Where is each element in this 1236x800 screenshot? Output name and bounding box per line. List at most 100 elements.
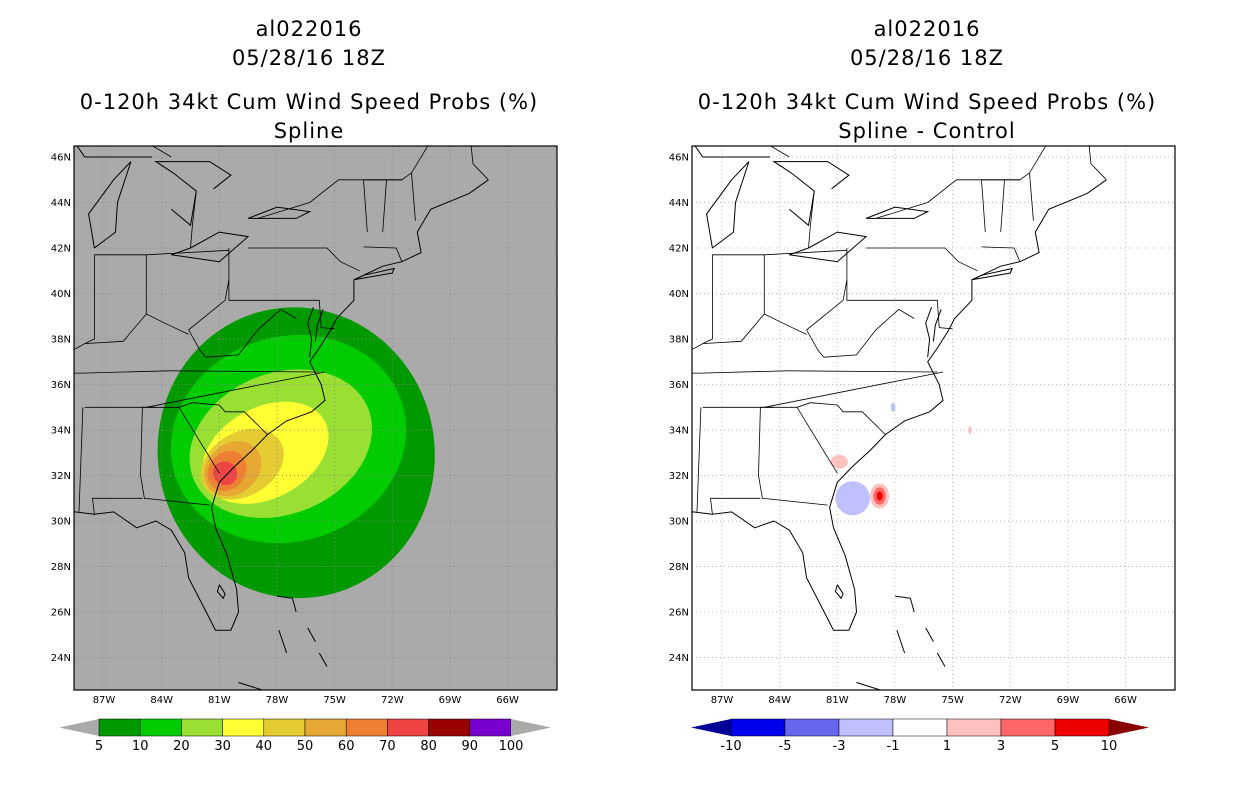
- state-border: [178, 407, 220, 474]
- colorbar-swatch: [784, 718, 840, 737]
- colorbar-swatch: [730, 718, 786, 737]
- lat-tick-label: 34N: [51, 426, 71, 437]
- colorbar-swatch: [345, 718, 388, 737]
- map-background: [692, 146, 1175, 690]
- lon-tick-label: 75W: [323, 695, 346, 706]
- lat-tick-label: 32N: [51, 471, 71, 482]
- state-border: [758, 407, 828, 506]
- state-border: [188, 279, 297, 358]
- coastline: [307, 307, 314, 358]
- lat-tick-label: 46N: [51, 153, 71, 164]
- coastline: [865, 206, 930, 219]
- state-border: [764, 249, 847, 256]
- coastline: [932, 309, 942, 342]
- state-border: [763, 254, 807, 335]
- coastline: [936, 652, 946, 667]
- subtitle: Spline: [273, 119, 345, 143]
- lat-tick-label: 42N: [669, 244, 689, 255]
- colorbar-label: -10: [720, 739, 741, 754]
- coastline: [216, 584, 226, 600]
- lat-tick-label: 46N: [669, 153, 689, 164]
- difference-contour-6: [890, 402, 896, 412]
- state-border: [84, 254, 95, 344]
- coastline: [353, 267, 396, 281]
- lat-tick-label: 34N: [669, 426, 689, 437]
- coastline: [925, 307, 932, 358]
- lat-tick-label: 40N: [669, 289, 689, 300]
- lon-tick-label: 69W: [1057, 695, 1080, 706]
- colorbar-swatch: [139, 718, 182, 737]
- lat-tick-label: 24N: [669, 653, 689, 664]
- lon-tick-label: 84W: [150, 695, 173, 706]
- colorbar-label: 80: [420, 739, 437, 754]
- lon-tick-label: 87W: [93, 695, 116, 706]
- colorbar-label: 5: [1051, 739, 1059, 754]
- state-border: [702, 254, 713, 344]
- state-border: [787, 370, 938, 373]
- state-border: [190, 191, 197, 249]
- lon-tick-label: 81W: [826, 695, 849, 706]
- lon-tick-label: 75W: [941, 695, 964, 706]
- state-border: [78, 407, 84, 512]
- coastline: [694, 146, 771, 158]
- lat-tick-label: 28N: [51, 562, 71, 573]
- colorbar-swatch: [304, 718, 347, 737]
- colorbar-label: 60: [338, 739, 355, 754]
- difference-map: 46N 44N 42N 40N 38N 36N 34N 32N 30N 28N 26N 24N 87W 8…: [669, 145, 1176, 754]
- lat-tick-label: 24N: [51, 653, 71, 664]
- state-border: [710, 497, 761, 515]
- state-border: [981, 146, 1107, 181]
- coastline: [74, 179, 489, 631]
- colorbar-swatch: [98, 718, 141, 737]
- difference-contour-2: [830, 455, 848, 469]
- coastline: [896, 630, 906, 654]
- state-border: [140, 407, 210, 506]
- geography-layer: [74, 146, 489, 690]
- lat-tick-label: 36N: [51, 380, 71, 391]
- state-border: [846, 248, 953, 330]
- map-frame: [73, 145, 558, 691]
- right-panel: al022016 05/28/16 18Z 0-120h 34kt Cum Wi…: [618, 0, 1236, 800]
- storm-id-title: al022016: [255, 17, 363, 41]
- lon-tick-label: 81W: [208, 695, 231, 706]
- colorbar-swatch: [1054, 718, 1110, 737]
- colorbar-label: 20: [173, 739, 190, 754]
- state-border: [866, 247, 978, 272]
- product-title: 0-120h 34kt Cum Wind Speed Probs (%): [697, 90, 1157, 114]
- probability-map: 46N 44N 42N 40N 38N 36N 34N 32N 30N 28N 26N 24N 87W 8…: [51, 145, 558, 754]
- colorbar-swatch: [263, 718, 306, 737]
- geography-layer: [692, 146, 1107, 690]
- lat-tick-label: 30N: [669, 517, 689, 528]
- lon-tick-label: 87W: [711, 695, 734, 706]
- coastline: [307, 627, 316, 642]
- lon-tick-label: 78W: [884, 695, 907, 706]
- state-border: [92, 497, 143, 515]
- colorbar: -10 -5 -3 -1 1 3 5 10: [691, 718, 1149, 754]
- state-border: [363, 179, 368, 233]
- colorbar-swatch: [387, 718, 429, 737]
- coastline: [772, 161, 850, 227]
- coastline: [318, 652, 328, 667]
- lon-tick-label: 84W: [768, 695, 791, 706]
- coastline: [971, 267, 1014, 281]
- state-border: [151, 146, 172, 158]
- colorbar-label: 3: [997, 739, 1005, 754]
- lat-tick-label: 32N: [669, 471, 689, 482]
- colorbar-label: 100: [499, 739, 524, 754]
- lon-tick-label: 66W: [496, 695, 519, 706]
- lat-tick-label: 28N: [669, 562, 689, 573]
- lat-tick-label: 40N: [51, 289, 71, 300]
- state-border: [146, 371, 326, 408]
- lat-tick-label: 26N: [669, 608, 689, 619]
- contour-layer: [157, 307, 435, 599]
- state-border: [169, 370, 320, 373]
- lon-tick-label: 69W: [439, 695, 462, 706]
- state-border: [228, 248, 335, 330]
- lon-tick-label: 66W: [1114, 695, 1137, 706]
- state-border: [692, 370, 788, 374]
- coastline: [692, 179, 1107, 631]
- state-border: [692, 313, 765, 351]
- colorbar-over-arrow: [511, 719, 551, 736]
- colorbar-label: 50: [297, 739, 314, 754]
- colorbar: 5 10 20 30 40 50 60 70 80 90 100: [59, 718, 551, 754]
